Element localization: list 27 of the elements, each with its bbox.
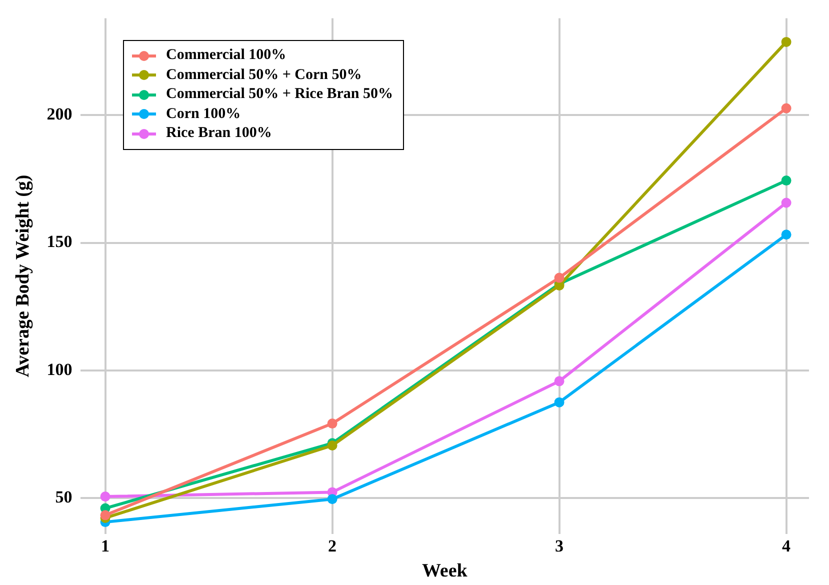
x-tick-label: 1	[101, 536, 110, 556]
legend-label: Corn 100%	[166, 106, 241, 123]
y-tick-label: 150	[46, 232, 72, 252]
point	[100, 510, 110, 520]
x-tick-label: 3	[555, 536, 564, 556]
point	[781, 36, 792, 47]
x-axis-title: Week	[422, 560, 468, 582]
point	[781, 198, 792, 208]
y-tick-label: 50	[55, 487, 72, 506]
legend-label: Commercial 50% + Rice Bran 50%	[166, 86, 393, 104]
y-tick-label: 200	[46, 104, 72, 124]
point	[554, 272, 564, 283]
y-tick-label: 100	[46, 360, 72, 379]
point	[781, 103, 792, 114]
point	[554, 376, 564, 386]
y-axis-title: Average Body Weight (g)	[12, 174, 34, 378]
point	[327, 418, 338, 429]
point	[781, 230, 792, 240]
legend-label: Commercial 100%	[166, 47, 286, 64]
point	[554, 397, 564, 408]
point	[781, 176, 792, 186]
point	[100, 492, 110, 502]
point	[327, 494, 338, 504]
legend-label: Commercial 50% + Corn 50%	[166, 66, 362, 84]
x-tick-label: 2	[328, 536, 337, 556]
x-tick-label: 4	[782, 536, 792, 556]
legend-label: Rice Bran 100%	[166, 125, 272, 142]
